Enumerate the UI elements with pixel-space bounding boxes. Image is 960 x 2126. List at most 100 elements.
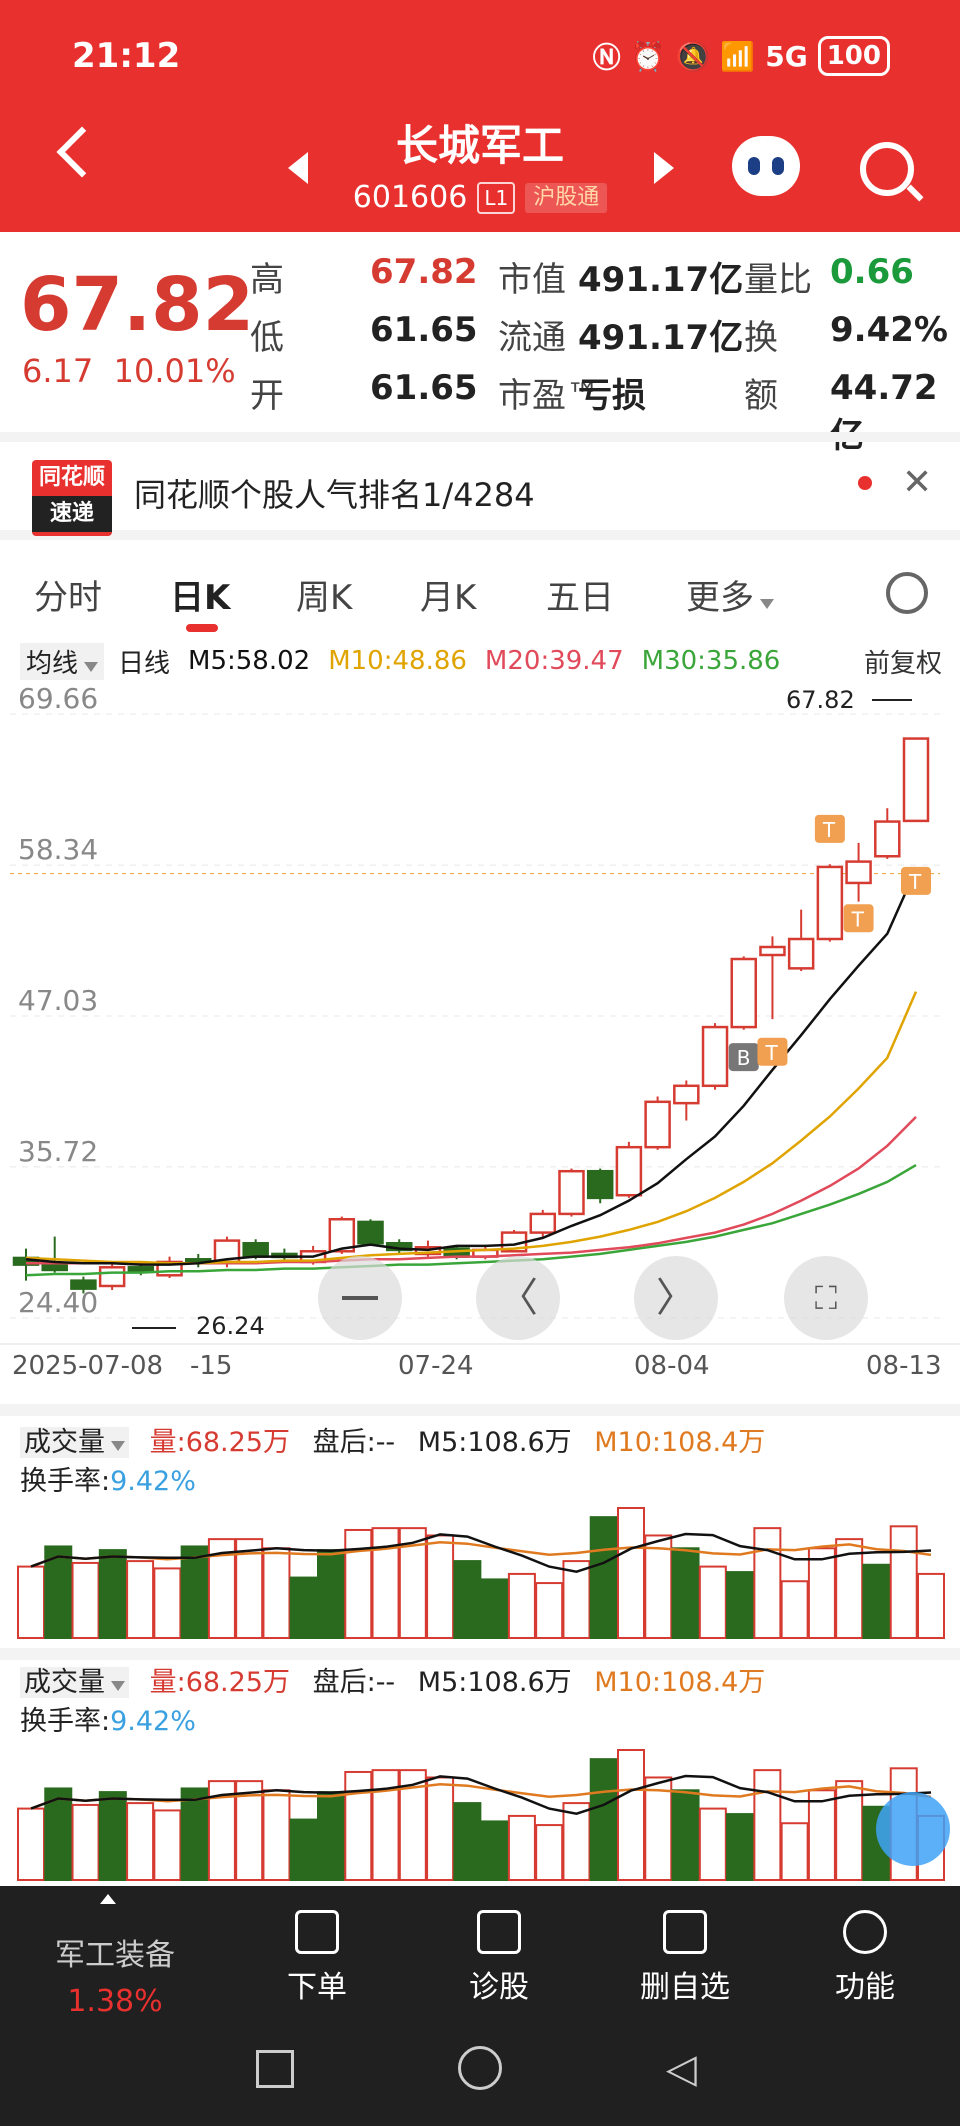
close-icon[interactable]: ✕ (902, 462, 933, 503)
volume-bar-1 (535, 1582, 564, 1640)
volume-bar-1 (644, 1534, 673, 1639)
high-price-annotation: 67.82 (786, 686, 855, 714)
remove-icon (663, 1910, 707, 1954)
x-tick-label: 07-24 (398, 1351, 474, 1381)
recent-apps-icon[interactable] (256, 2050, 294, 2088)
candle-body (816, 865, 844, 941)
quote-value-3: 61.65 (370, 310, 478, 350)
remove-watchlist-button[interactable]: 删自选 (620, 1910, 750, 2006)
volume-bar-1 (262, 1547, 291, 1639)
candle-body (759, 945, 786, 957)
t-marker-4 (901, 866, 931, 895)
t-marker-2-label: T (822, 818, 836, 842)
volume-bar-2 (807, 1789, 836, 1882)
volume-bar-1 (480, 1578, 509, 1639)
volume-bar-1 (317, 1549, 345, 1639)
zoom-out-button[interactable] (318, 1256, 402, 1340)
volume-bar-1 (562, 1560, 591, 1639)
candle-body (874, 820, 901, 858)
volume-bar-1 (889, 1525, 918, 1640)
battery-icon: 100 (817, 36, 890, 76)
active-tab-indicator (186, 624, 218, 632)
tab-more[interactable]: 更多 (686, 570, 774, 619)
quote-value-0: 67.82 (370, 252, 478, 292)
scroll-left-button[interactable]: 〈 (476, 1256, 560, 1340)
quote-value-4: 491.17亿 (578, 318, 744, 358)
quote-value-1: 491.17亿 (578, 260, 744, 300)
lightbulb-tip-icon[interactable] (876, 1792, 950, 1866)
ma10-line (25, 991, 918, 1265)
tab-weekly[interactable]: 周K (296, 578, 353, 618)
app-header: 21:12 Ⓝ ⏰ 🔕 📶 5G 100 长城军工 601606 L1 沪股通 (0, 0, 960, 232)
ma10-value: M10:48.86 (328, 646, 467, 676)
volume-bar-2 (698, 1807, 727, 1881)
fullscreen-button[interactable]: ⛶ (784, 1256, 868, 1340)
diagnose-button[interactable]: 诊股 (444, 1910, 554, 2006)
ma30-line (25, 1164, 917, 1277)
popularity-notice[interactable] (0, 432, 960, 540)
y-tick-label: 47.03 (18, 984, 98, 1017)
volume-bar-2 (235, 1780, 264, 1881)
volume-bar-1 (862, 1563, 891, 1639)
volume-bar-1 (726, 1571, 755, 1640)
prev-stock-icon[interactable] (288, 152, 308, 184)
volume-bar-1 (507, 1572, 536, 1639)
tab-monthly[interactable]: 月K (420, 578, 477, 618)
volume-panel-1-header: 成交量 量:68.25万 盘后:-- M5:108.6万 M10:108.4万 … (20, 1427, 766, 1497)
quote-label-6: 开 (250, 376, 284, 416)
candle-body (615, 1145, 643, 1197)
scroll-right-button[interactable]: 〉 (634, 1256, 718, 1340)
network-badge: 5G (765, 39, 808, 73)
assistant-robot-icon[interactable] (732, 136, 800, 196)
order-button[interactable]: 下单 (262, 1910, 372, 2006)
volume-bar-2 (17, 1807, 45, 1881)
volume-bar-1 (180, 1545, 209, 1639)
volume-bar-1 (17, 1565, 45, 1639)
candle-body (41, 1263, 68, 1272)
candle-body (328, 1217, 356, 1253)
volume-bar-2 (562, 1802, 591, 1882)
adjust-mode[interactable]: 前复权 (863, 648, 942, 679)
candle-body (586, 1169, 614, 1200)
volume-bar-1 (126, 1560, 155, 1639)
price-change: 6.17 10.01% (22, 352, 236, 390)
expand-icon[interactable] (100, 1894, 116, 1904)
status-time: 21:12 (72, 36, 181, 76)
buy-marker-label: B (737, 1046, 751, 1070)
settings-icon[interactable] (886, 572, 928, 614)
tab-daily[interactable]: 日K (170, 578, 231, 618)
stock-code: 601606 (352, 180, 468, 215)
search-icon[interactable] (860, 142, 914, 196)
quote-value-2: 0.66 (830, 252, 914, 292)
ma-selector[interactable]: 均线 (20, 642, 105, 680)
alarm-icon: ⏰ (630, 39, 666, 73)
volume-bar-1 (344, 1528, 373, 1639)
volume-bar-2 (317, 1791, 345, 1881)
volume-selector-2[interactable]: 成交量 (20, 1667, 129, 1698)
t-marker-2 (814, 814, 845, 843)
nav-back-icon[interactable]: ◁ (666, 2046, 697, 2092)
tab-intraday[interactable]: 分时 (34, 578, 102, 618)
next-stock-icon[interactable] (654, 152, 674, 184)
status-icons: Ⓝ ⏰ 🔕 📶 5G 100 (593, 36, 890, 76)
candle-body (644, 1100, 671, 1149)
volume-bar-1 (753, 1527, 782, 1640)
volume-bar-2 (753, 1769, 782, 1882)
volume-selector[interactable]: 成交量 (20, 1427, 129, 1458)
volume-bar-2 (180, 1787, 209, 1881)
x-tick-label: -15 (190, 1351, 232, 1381)
x-tick-label: 2025-07-08 (12, 1351, 163, 1381)
t-marker-4-label: T (908, 870, 922, 894)
level-badge: L1 (477, 181, 516, 214)
volume-bar-2 (671, 1789, 700, 1882)
tab-five-day[interactable]: 五日 (546, 578, 614, 618)
volume-bar-2 (71, 1803, 100, 1881)
ma-legend: 均线 日线 M5:58.02 M10:48.86 M20:39.47 M30:3… (0, 640, 960, 682)
function-button[interactable]: 功能 (810, 1910, 920, 2006)
order-icon (295, 1910, 339, 1954)
volume-panel-2-header: 成交量 量:68.25万 盘后:-- M5:108.6万 M10:108.4万 … (20, 1667, 766, 1737)
volume-bar-2 (507, 1814, 536, 1882)
home-icon[interactable] (458, 2046, 502, 2090)
sector-button[interactable]: 军工装备 1.38% (55, 1938, 175, 2019)
